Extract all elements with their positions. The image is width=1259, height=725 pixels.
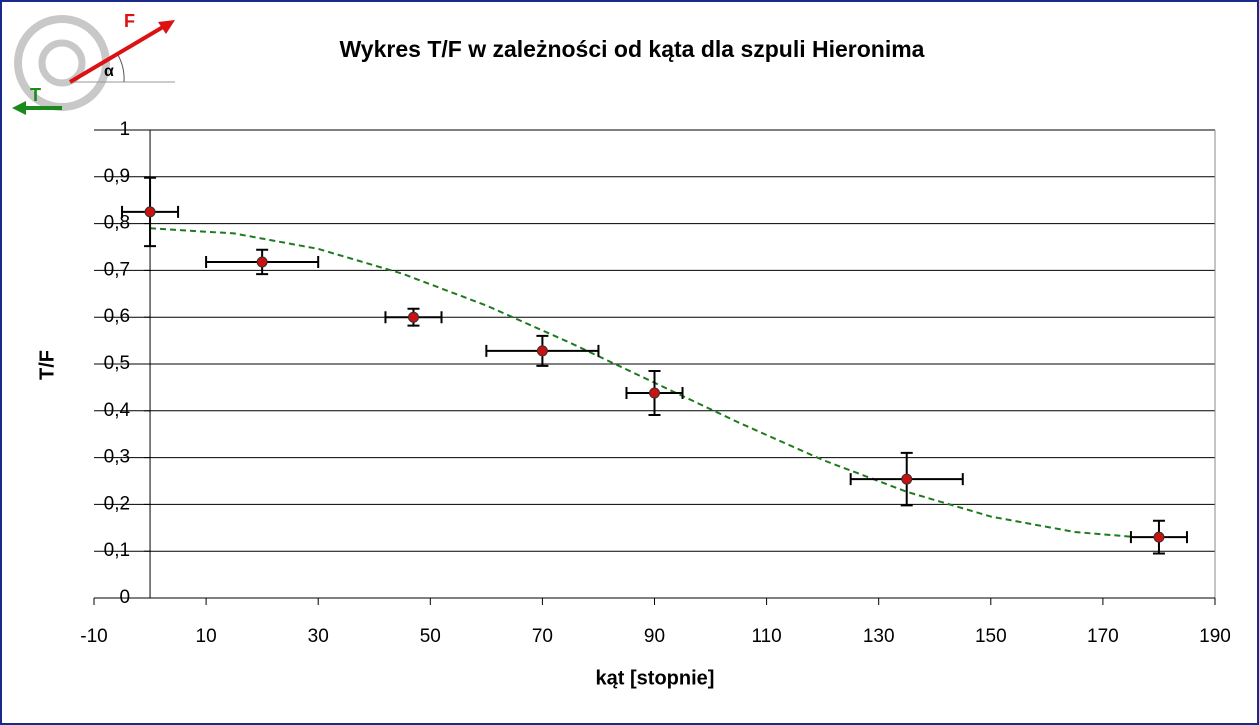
y-tick-label: 0,4 xyxy=(104,400,131,421)
x-tick-label: -10 xyxy=(80,626,107,647)
y-tick-label: 0,5 xyxy=(104,353,130,374)
data-point xyxy=(407,311,419,323)
data-point xyxy=(901,473,913,485)
x-tick-label: 190 xyxy=(1199,626,1231,647)
x-tick-label: 110 xyxy=(751,626,781,647)
x-tick-label: 90 xyxy=(644,626,665,647)
x-tick-label: 30 xyxy=(308,626,329,647)
y-tick-label: 0,2 xyxy=(104,493,130,514)
data-point xyxy=(1153,531,1165,543)
x-tick-label: 70 xyxy=(532,626,553,647)
tension-label: T xyxy=(30,85,41,105)
angle-label: α xyxy=(104,63,114,80)
data-point xyxy=(144,206,156,218)
data-point xyxy=(536,345,548,357)
y-tick-label: 0,6 xyxy=(104,306,130,327)
y-tick-label: 0,7 xyxy=(104,259,130,280)
y-axis-title: T/F xyxy=(36,350,58,380)
y-tick-label: 0,1 xyxy=(104,540,130,561)
data-point xyxy=(649,387,660,399)
x-tick-label: 150 xyxy=(975,626,1007,647)
x-tick-label: 130 xyxy=(863,626,895,647)
x-tick-label: 50 xyxy=(420,626,441,647)
x-axis-title: kąt [stopnie] xyxy=(596,667,715,689)
x-tick-label: 170 xyxy=(1087,626,1119,647)
chart-title: Wykres T/F w zależności od kąta dla szpu… xyxy=(340,36,925,62)
icon: F α T xyxy=(12,11,175,115)
force-label: F xyxy=(124,11,135,31)
y-tick-label: 1 xyxy=(119,119,130,140)
y-tick-label: 0,9 xyxy=(104,166,130,187)
y-tick-label: 0,3 xyxy=(104,447,130,468)
y-tick-label: 0,8 xyxy=(104,213,130,234)
data-point xyxy=(256,256,268,268)
x-tick-label: 10 xyxy=(196,626,217,647)
